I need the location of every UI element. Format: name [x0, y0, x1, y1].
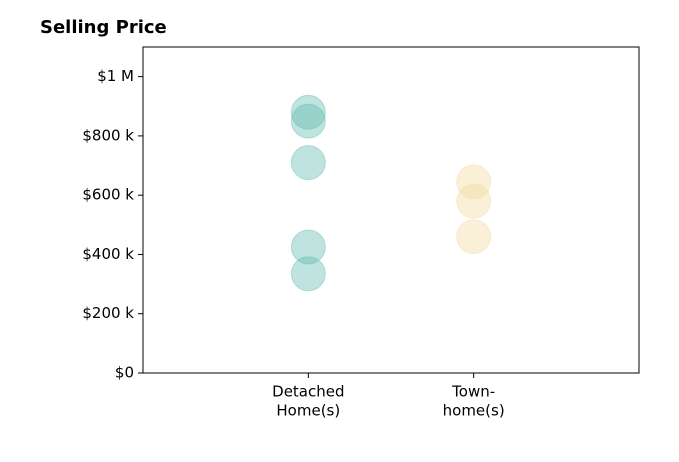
y-tick-label: $0 — [115, 364, 134, 382]
y-tick-label: $800 k — [82, 126, 134, 144]
point — [290, 103, 326, 139]
x-tick-label: home(s) — [443, 402, 505, 420]
y-tick-label: $200 k — [82, 304, 134, 322]
point — [290, 229, 326, 265]
point — [456, 183, 492, 219]
y-tick-label: $1 M — [97, 67, 134, 85]
point — [456, 164, 492, 200]
point — [290, 145, 326, 181]
point — [456, 219, 492, 255]
x-tick-label: Town- — [451, 383, 495, 401]
plot-frame — [142, 46, 640, 374]
x-tick-label: Home(s) — [276, 402, 340, 420]
point — [290, 94, 326, 130]
x-tick-label: Detached — [272, 383, 344, 401]
chart-title: Selling Price — [40, 17, 167, 38]
point — [290, 256, 326, 292]
y-tick-label: $400 k — [82, 245, 134, 263]
y-tick-label: $600 k — [82, 186, 134, 204]
